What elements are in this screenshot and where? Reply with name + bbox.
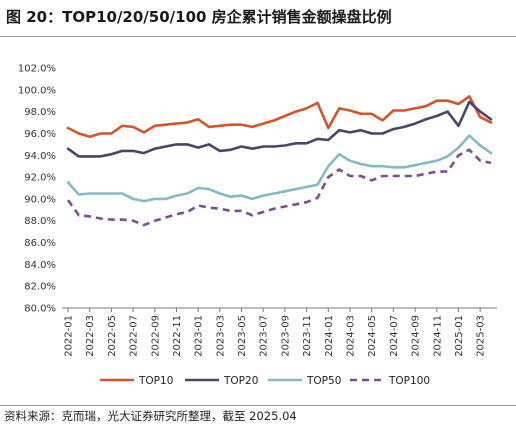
y-tick-label: 80.0% (24, 304, 56, 315)
title-divider (0, 36, 516, 37)
x-tick-label: 2024-01 (324, 315, 335, 357)
y-tick-label: 82.0% (24, 282, 56, 293)
axes-layer: 80.0% 82.0% 84.0% 86.0% 88.0% 90.0% 92.0% 94.0%… (18, 64, 497, 357)
x-tick-label: 2023-11 (302, 315, 313, 357)
x-tick-label: 2023-05 (237, 315, 248, 357)
y-tick-label: 88.0% (24, 216, 56, 227)
x-tick-label: 2024-05 (367, 315, 378, 357)
legend-label-top10: TOP10 (138, 375, 173, 387)
source-divider (0, 405, 516, 406)
x-tick-label: 2024-11 (432, 315, 443, 357)
x-tick-label: 2022-11 (172, 315, 183, 357)
x-tick-label: 2023-03 (215, 315, 226, 357)
x-tick-label: 2024-09 (411, 315, 422, 357)
legend: TOP10 TOP20 TOP50 TOP100 (100, 375, 430, 387)
legend-label-top20: TOP20 (223, 375, 258, 387)
x-tick-label: 2023-09 (280, 315, 291, 357)
series-line-top10 (66, 95, 493, 138)
x-tick-label: 2022-05 (107, 315, 118, 357)
y-tick-label: 86.0% (24, 238, 56, 249)
x-tick-label: 2022-01 (64, 315, 75, 357)
source-note: 资料来源：克而瑞，光大证券研究所整理，截至 2025.04 (4, 409, 297, 423)
line-chart: 80.0% 82.0% 84.0% 86.0% 88.0% 90.0% 92.0% 94.0%… (18, 64, 497, 387)
y-tick-label: 96.0% (24, 129, 56, 140)
x-tick-label: 2022-09 (150, 315, 161, 357)
y-tick-label: 102.0% (18, 64, 56, 75)
legend-label-top100: TOP100 (388, 375, 430, 387)
y-tick-label: 92.0% (24, 173, 56, 184)
x-tick-label: 2024-07 (389, 315, 400, 357)
y-tick-label: 84.0% (24, 260, 56, 271)
legend-label-top50: TOP50 (306, 375, 341, 387)
x-tick-label: 2022-03 (85, 315, 96, 357)
figure-title: 图 20：TOP10/20/50/100 房企累计销售金额操盘比例 (6, 8, 392, 26)
series-line-top100 (66, 148, 492, 227)
x-tick-label: 2025-01 (454, 315, 465, 357)
y-tick-label: 100.0% (18, 85, 56, 96)
series-line-top50 (66, 134, 493, 203)
x-tick-label: 2022-07 (129, 315, 140, 357)
series-line-top20 (66, 100, 493, 158)
x-tick-label: 2023-07 (259, 315, 270, 357)
y-tick-label: 94.0% (24, 151, 56, 162)
x-tick-label: 2024-03 (346, 315, 357, 357)
series-layer (66, 95, 493, 227)
y-tick-label: 98.0% (24, 107, 56, 118)
x-tick-label: 2023-01 (194, 315, 205, 357)
y-tick-label: 90.0% (24, 194, 56, 205)
x-tick-label: 2025-03 (476, 315, 487, 357)
